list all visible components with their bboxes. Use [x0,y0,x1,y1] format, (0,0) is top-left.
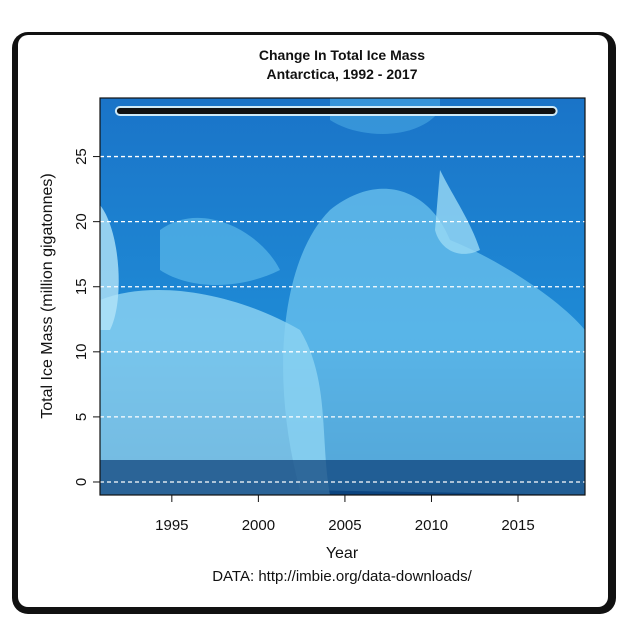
plot-border [99,97,586,496]
x-tick-label: 2005 [328,517,361,534]
background-photo [100,98,585,495]
y-tick-label: 10 [73,343,90,360]
x-axis-label: Year [326,545,359,562]
y-axis-label: Total Ice Mass (million gigatonnes) [39,173,56,418]
chart-subtitle: Antarctica, 1992 - 2017 [267,66,418,82]
source-note: DATA: http://imbie.org/data-downloads/ [212,568,472,585]
x-tick-label: 1995 [155,517,188,534]
y-tick-label: 0 [73,478,90,486]
x-tick-label: 2015 [501,517,534,534]
y-tick-label: 15 [73,278,90,295]
x-tick-label: 2010 [415,517,448,534]
y-tick-label: 20 [73,213,90,230]
x-tick-label: 2000 [242,517,275,534]
chart-title: Change In Total Ice Mass [259,47,425,63]
y-tick-label: 5 [73,413,90,421]
plot-area [100,106,585,483]
y-tick-label: 25 [73,148,90,165]
